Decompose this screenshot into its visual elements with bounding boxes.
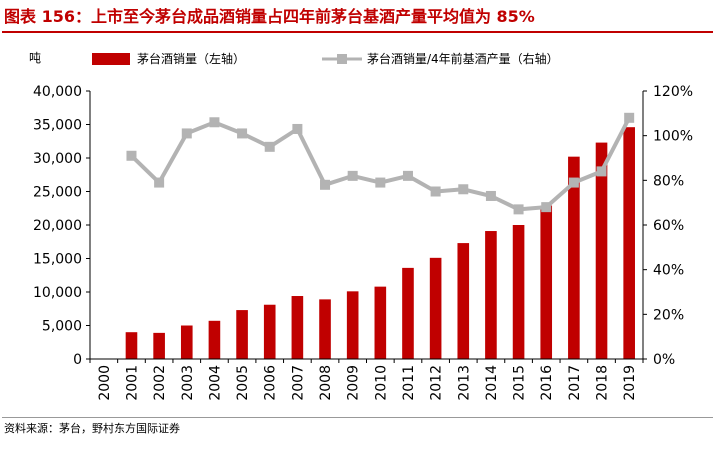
- bar-2019: [623, 127, 635, 360]
- point-2011: [402, 170, 413, 181]
- bar-2002: [153, 332, 165, 359]
- bar-2015: [512, 225, 525, 359]
- x-tick-label: 2003: [180, 365, 196, 401]
- x-tick-label: 2010: [373, 365, 389, 401]
- bar-2008: [319, 299, 331, 359]
- left-axis: 0 5,000 10,000 15,000 20,000 25,000 30,000 35,0…: [33, 84, 91, 368]
- point-2012: [430, 186, 441, 197]
- legend-bar-label: 茅台酒销量（左轴）: [137, 51, 245, 66]
- legend-line-marker: [337, 54, 347, 64]
- right-tick-label: 40%: [653, 263, 684, 279]
- x-tick-label: 2017: [567, 365, 583, 401]
- x-tick-label: 2007: [290, 365, 306, 401]
- x-tick-label: 2008: [318, 365, 334, 401]
- bar-2010: [374, 286, 387, 359]
- left-tick-label: 15,000: [33, 252, 82, 268]
- point-2013: [458, 184, 469, 195]
- right-tick-label: 120%: [653, 84, 693, 100]
- point-2003: [181, 128, 192, 139]
- x-tick-label: 2012: [429, 365, 445, 401]
- x-tick-label: 2006: [263, 365, 279, 401]
- source-note: 资料来源：茅台，野村东方国际证券: [4, 422, 180, 435]
- left-tick-label: 40,000: [33, 84, 82, 100]
- x-axis: 2000 2001 2002 2003 2004 2005 2006 2007 2008 2009…: [89, 358, 644, 401]
- x-tick-label: 2004: [207, 365, 223, 401]
- point-2018: [596, 166, 607, 177]
- bar-2012: [429, 257, 442, 359]
- legend-line-label: 茅台酒销量/4年前基酒产量（右轴）: [367, 51, 559, 66]
- right-tick-label: 80%: [653, 173, 684, 189]
- point-2009: [347, 170, 358, 181]
- x-tick-label: 2019: [622, 365, 638, 401]
- point-2014: [485, 190, 496, 201]
- x-tick-label: 2009: [346, 365, 362, 401]
- bar-2004: [208, 320, 221, 359]
- left-tick-label: 35,000: [33, 118, 82, 134]
- bar-2005: [236, 310, 248, 359]
- legend-bar-swatch: [92, 53, 130, 65]
- bar-2003: [180, 325, 193, 359]
- legend: 茅台酒销量（左轴） 茅台酒销量/4年前基酒产量（右轴）: [92, 51, 559, 66]
- point-2007: [292, 123, 303, 134]
- point-2017: [568, 177, 579, 188]
- bar-2007: [291, 296, 304, 359]
- left-tick-label: 25,000: [33, 185, 82, 201]
- title-divider: [2, 31, 713, 33]
- bar-2016: [540, 205, 553, 359]
- ratio-line: [130, 116, 631, 212]
- source-divider: [2, 417, 713, 418]
- x-tick-label: 2001: [124, 365, 140, 401]
- right-tick-label: 20%: [653, 307, 684, 323]
- x-tick-label: 2013: [456, 365, 472, 401]
- left-tick-label: 0: [73, 352, 82, 368]
- bar-series: [125, 127, 635, 360]
- point-2004: [209, 117, 220, 128]
- left-tick-label: 20,000: [33, 218, 82, 234]
- right-tick-label: 100%: [653, 129, 693, 145]
- bar-2013: [457, 243, 470, 359]
- bar-2006: [263, 304, 276, 359]
- x-tick-label: 2014: [484, 365, 500, 401]
- right-tick-label: 60%: [653, 218, 684, 234]
- left-axis-unit: 吨: [29, 51, 41, 65]
- x-tick-label: 2002: [152, 365, 168, 401]
- bar-2009: [346, 291, 359, 359]
- point-2008: [320, 179, 331, 190]
- point-2015: [513, 204, 524, 215]
- point-2016: [541, 202, 552, 213]
- right-axis: 0% 20% 40% 60% 80% 100% 120%: [642, 84, 693, 368]
- x-tick-label: 2005: [235, 365, 251, 401]
- point-2001: [126, 150, 137, 161]
- point-2010: [375, 177, 386, 188]
- bar-2001: [125, 332, 138, 359]
- point-2019: [624, 112, 635, 123]
- right-tick-label: 0%: [653, 352, 675, 368]
- x-tick-label: 2015: [512, 365, 528, 401]
- left-tick-label: 10,000: [33, 285, 82, 301]
- x-tick-label: 2011: [401, 365, 417, 401]
- x-tick-label: 2018: [595, 365, 611, 401]
- x-tick-label: 2016: [539, 365, 555, 401]
- bar-2018: [595, 142, 608, 359]
- line-series: [126, 112, 635, 215]
- point-2002: [154, 177, 165, 188]
- chart-title: 图表 156：上市至今茅台成品酒销量占四年前茅台基酒产量平均值为 85%: [4, 7, 535, 26]
- bar-2017: [568, 156, 580, 359]
- bar-2014: [485, 231, 497, 359]
- left-tick-label: 30,000: [33, 151, 82, 167]
- point-2005: [237, 128, 248, 139]
- point-2006: [264, 141, 275, 152]
- left-tick-label: 5,000: [42, 319, 82, 335]
- bar-2011: [402, 267, 414, 359]
- x-tick-label: 2000: [97, 365, 113, 401]
